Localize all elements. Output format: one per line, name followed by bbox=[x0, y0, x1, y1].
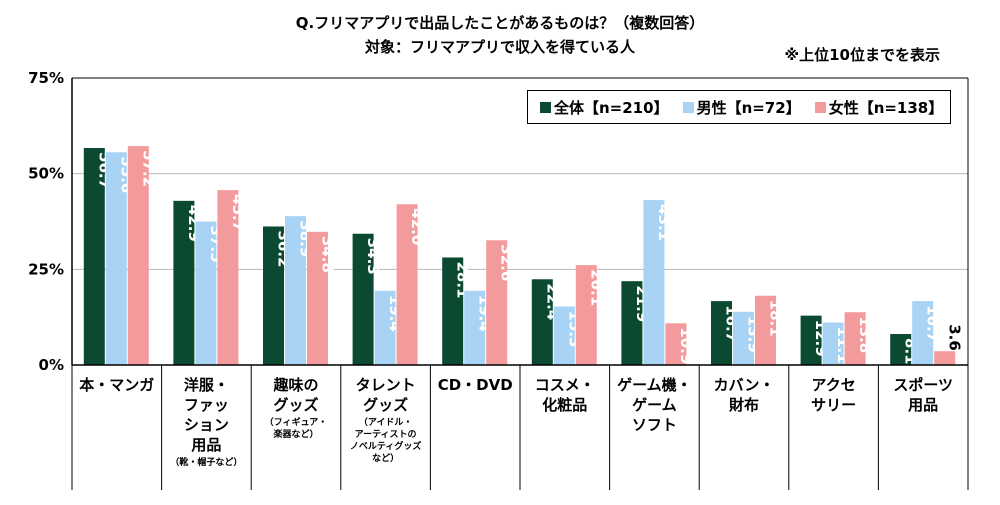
bar bbox=[621, 281, 643, 365]
x-tick-label-main: 趣味の グッズ bbox=[273, 376, 319, 414]
x-tick-label-main: アクセ サリー bbox=[811, 376, 857, 414]
data-label: 34.8 bbox=[319, 236, 337, 273]
bar bbox=[733, 311, 754, 365]
bar bbox=[307, 231, 328, 365]
bar bbox=[173, 200, 195, 365]
data-label: 26.1 bbox=[587, 269, 605, 306]
bar bbox=[822, 322, 844, 365]
chart-title: Q.フリマアプリで出品したことがあるものは？（複数回答） bbox=[295, 14, 705, 32]
bar bbox=[890, 334, 912, 365]
x-tick-label: タレント グッズ （アイドル・ アーティストの ノベルティグッズ など） bbox=[341, 375, 431, 465]
bar bbox=[800, 315, 822, 365]
legend-item-all: 全体【n=210】 bbox=[540, 97, 669, 118]
bar bbox=[553, 306, 575, 365]
x-tick-label: コスメ・ 化粧品 bbox=[520, 375, 610, 415]
x-tick-label: CD・DVD bbox=[430, 375, 520, 395]
x-tick-label: スポーツ 用品 bbox=[878, 375, 968, 415]
bar bbox=[83, 148, 105, 365]
x-tick-label-main: カバン・ 財布 bbox=[713, 376, 775, 414]
data-label: 45.7 bbox=[229, 194, 247, 231]
bar bbox=[912, 301, 934, 365]
x-tick-label: アクセ サリー bbox=[789, 375, 879, 415]
chart-subtitle: 対象：フリマアプリで収入を得ている人 bbox=[364, 38, 635, 56]
y-tick-label: 50% bbox=[28, 165, 64, 183]
bar bbox=[442, 257, 464, 365]
x-tick-label-sub: （靴・帽子など） bbox=[170, 458, 243, 468]
legend-item-male: 男性【n=72】 bbox=[682, 97, 801, 118]
data-label: 18.1 bbox=[767, 300, 785, 337]
bar bbox=[195, 221, 217, 365]
bar bbox=[105, 152, 127, 365]
data-label: 28.1 bbox=[454, 261, 472, 298]
x-tick-label-main: コスメ・ 化粧品 bbox=[534, 376, 595, 414]
x-tick-label-main: スポーツ 用品 bbox=[893, 376, 954, 414]
x-tick-label: カバン・ 財布 bbox=[699, 375, 789, 415]
bar bbox=[464, 290, 486, 365]
legend-label-all: 全体【n=210】 bbox=[554, 98, 669, 117]
x-tick-label-main: 本・マンガ bbox=[79, 376, 155, 394]
data-label: 13.8 bbox=[856, 316, 874, 353]
bar bbox=[531, 279, 553, 365]
data-label: 34.3 bbox=[364, 238, 382, 275]
bar bbox=[486, 240, 508, 365]
y-tick-label: 25% bbox=[28, 260, 64, 278]
data-label: 16.7 bbox=[924, 305, 942, 342]
bar bbox=[217, 190, 239, 365]
legend-label-male: 男性【n=72】 bbox=[696, 98, 801, 117]
data-label: 10.9 bbox=[677, 327, 695, 364]
legend-swatch-all bbox=[540, 101, 551, 113]
x-tick-label: ゲーム機・ ゲーム ソフト bbox=[610, 375, 700, 435]
bar bbox=[263, 226, 284, 365]
bar bbox=[127, 146, 149, 365]
bar bbox=[844, 312, 866, 365]
y-tick-label: 75% bbox=[28, 69, 64, 87]
bar bbox=[374, 290, 396, 365]
bar bbox=[711, 301, 732, 365]
data-label: 57.2 bbox=[139, 150, 157, 187]
data-label: 43.1 bbox=[655, 204, 673, 241]
x-tick-label-main: ゲーム機・ ゲーム ソフト bbox=[617, 376, 692, 434]
bar bbox=[575, 265, 597, 365]
x-tick-label: 趣味の グッズ （フィギュア・ 楽器など） bbox=[251, 375, 341, 441]
bar bbox=[285, 216, 306, 365]
bar bbox=[755, 295, 776, 365]
bar bbox=[934, 351, 956, 365]
data-label: 42.0 bbox=[408, 208, 426, 245]
legend-label-female: 女性【n=138】 bbox=[828, 98, 944, 117]
bar bbox=[352, 233, 374, 365]
legend-swatch-male bbox=[682, 101, 694, 113]
chart-note: ※上位10位までを表示 bbox=[784, 46, 940, 64]
bar bbox=[396, 204, 418, 365]
x-tick-label-main: タレント グッズ bbox=[355, 376, 416, 414]
legend-item-female: 女性【n=138】 bbox=[814, 97, 944, 118]
bar bbox=[665, 323, 687, 365]
x-tick-label: 洋服・ ファッ ション 用品 （靴・帽子など） bbox=[162, 375, 252, 469]
y-tick-label: 0% bbox=[39, 356, 64, 374]
bar bbox=[643, 200, 665, 365]
x-tick-label-main: 洋服・ ファッ ション 用品 bbox=[183, 376, 229, 454]
x-tick-label-main: CD・DVD bbox=[437, 376, 513, 394]
legend-swatch-female bbox=[814, 101, 826, 113]
x-tick-label-sub: （アイドル・ アーティストの ノベルティグッズ など） bbox=[349, 418, 422, 464]
x-tick-label-sub: （フィギュア・ 楽器など） bbox=[264, 418, 328, 440]
data-label: 3.6 bbox=[946, 324, 964, 351]
chart-legend: 全体【n=210】 男性【n=72】 女性【n=138】 bbox=[527, 90, 951, 124]
x-tick-label: 本・マンガ bbox=[72, 375, 162, 395]
data-label: 32.6 bbox=[498, 244, 516, 281]
